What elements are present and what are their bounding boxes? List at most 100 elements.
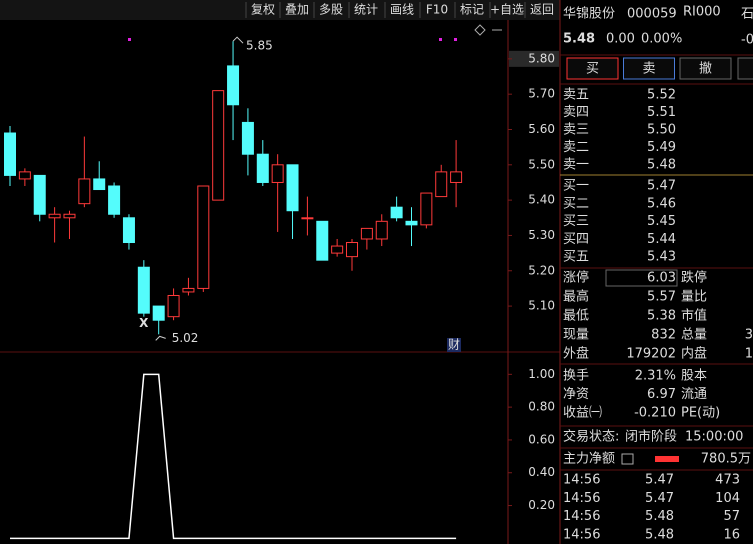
bid-label: 买五 xyxy=(563,250,589,265)
candle-body xyxy=(271,164,284,183)
stat-value: 1 xyxy=(745,347,753,362)
finance-badge[interactable]: 财 xyxy=(448,338,460,352)
toolbar-button[interactable]: 统计 xyxy=(354,3,378,17)
trade-button-frame[interactable] xyxy=(737,57,753,80)
trade-price: 5.48 xyxy=(645,509,674,524)
y-tick-label: 0.60 xyxy=(528,432,555,446)
y-tick-label: 5.20 xyxy=(528,263,555,277)
toolbar-button[interactable]: 返回 xyxy=(530,3,554,17)
stat-value: 6.03 xyxy=(647,271,676,286)
stock-name: 华锦股份 xyxy=(563,7,615,22)
status-value: 闭市阶段 xyxy=(625,429,677,445)
toolbar-button[interactable]: 叠加 xyxy=(285,3,309,17)
stat-value: 832 xyxy=(651,328,676,343)
candle-body xyxy=(375,220,388,240)
trade-button: 卖 xyxy=(642,62,655,77)
stat-label: 市值 xyxy=(681,308,707,324)
bid-price: 5.45 xyxy=(647,214,676,229)
status-time: 15:00:00 xyxy=(685,430,743,445)
trade-button-frame[interactable] xyxy=(679,57,732,80)
cropped-text: 石 xyxy=(741,7,753,22)
bid-label: 买四 xyxy=(563,232,589,247)
current-price-box xyxy=(509,50,559,67)
bid-price: 5.44 xyxy=(647,232,676,247)
candle-body xyxy=(435,171,448,198)
y-tick-label: 1.00 xyxy=(528,367,555,381)
annotation-leader xyxy=(155,335,166,341)
y-tick-label: 5.80 xyxy=(528,51,555,65)
ask-price: 5.50 xyxy=(647,123,676,138)
candle-body xyxy=(301,217,314,220)
finance-label: 流通 xyxy=(681,387,707,402)
stat-value: 5.38 xyxy=(647,309,676,324)
stat-value: 3 xyxy=(745,328,753,343)
trade-volume: 57 xyxy=(723,509,740,524)
bid-price: 5.43 xyxy=(647,250,676,265)
candle-body xyxy=(167,294,180,318)
candle-body xyxy=(48,213,61,219)
candle-body xyxy=(137,266,150,314)
diamond-icon[interactable] xyxy=(474,24,486,36)
low-annotation: 5.02 xyxy=(172,331,199,345)
finance-value: -0.210 xyxy=(634,406,676,421)
candle-body xyxy=(33,174,46,215)
trade-button-frame[interactable] xyxy=(623,57,675,80)
trade-price: 5.47 xyxy=(645,473,674,488)
y-tick-label: 0.80 xyxy=(528,400,555,414)
toolbar-button[interactable]: 标记 xyxy=(460,3,484,17)
candle-body xyxy=(212,90,225,201)
toolbar-button[interactable]: +自选 xyxy=(490,3,524,17)
signal-marker: X xyxy=(139,316,149,330)
quote-panel: 华锦股份 000059 RI000 石 5.48 0.00 0.00% -0 买 卖 撤卖五 5.52… xyxy=(560,5,753,542)
finance-value: 6.97 xyxy=(647,387,676,402)
toolbar-button[interactable]: 复权 xyxy=(251,3,275,17)
flow-label: 主力净额 xyxy=(563,452,615,467)
trade-volume: 104 xyxy=(715,491,740,506)
trade-button: 买 xyxy=(586,62,599,77)
stat-label: 现量 xyxy=(563,328,589,343)
bid-price: 5.46 xyxy=(647,196,676,211)
status-label: 交易状态: xyxy=(563,429,619,445)
bid-label: 买三 xyxy=(563,214,589,229)
bid-price: 5.47 xyxy=(647,179,676,194)
stat-label: 最低 xyxy=(563,309,589,324)
y-tick-label: 0.40 xyxy=(528,465,555,479)
candle-body xyxy=(360,227,373,240)
finance-value: 2.31% xyxy=(635,369,676,384)
limit-box xyxy=(605,269,678,287)
candle-body xyxy=(4,132,16,176)
candle-body xyxy=(182,287,195,293)
stat-label: 跌停 xyxy=(681,270,707,286)
ask-label: 卖四 xyxy=(563,105,589,120)
candle-body xyxy=(405,220,418,226)
finance-label: 净资 xyxy=(563,387,589,402)
candle-body xyxy=(331,245,344,254)
candle-body xyxy=(197,185,210,289)
y-tick-label: 5.50 xyxy=(528,157,555,171)
candle-body xyxy=(63,213,76,219)
stat-label: 最高 xyxy=(563,289,589,305)
candle-body xyxy=(316,220,329,261)
candle-body xyxy=(227,65,240,106)
candle-body xyxy=(420,192,433,226)
flow-icon[interactable] xyxy=(621,453,634,465)
candle-body xyxy=(390,206,403,219)
stock-code: 000059 xyxy=(627,7,677,22)
toolbar-button[interactable]: 多股 xyxy=(319,3,343,17)
trade-button: 撤 xyxy=(699,61,712,77)
candle-body xyxy=(18,171,31,180)
y-tick-label: 5.40 xyxy=(528,193,555,207)
candle-body xyxy=(122,217,135,244)
ask-label: 卖二 xyxy=(563,140,589,155)
trade-time: 14:56 xyxy=(563,527,600,542)
trade-button-frame[interactable] xyxy=(566,57,619,80)
bid-label: 买二 xyxy=(563,196,589,211)
finance-label: PE(动) xyxy=(681,406,720,421)
ask-price: 5.49 xyxy=(647,140,676,155)
stock-tag: RI000 xyxy=(683,5,721,20)
toolbar-button[interactable]: F10 xyxy=(426,3,448,17)
event-dot xyxy=(439,38,442,41)
y-tick-label: 0.20 xyxy=(528,498,555,512)
ask-label: 卖五 xyxy=(563,88,589,103)
toolbar-button[interactable]: 画线 xyxy=(390,3,414,17)
